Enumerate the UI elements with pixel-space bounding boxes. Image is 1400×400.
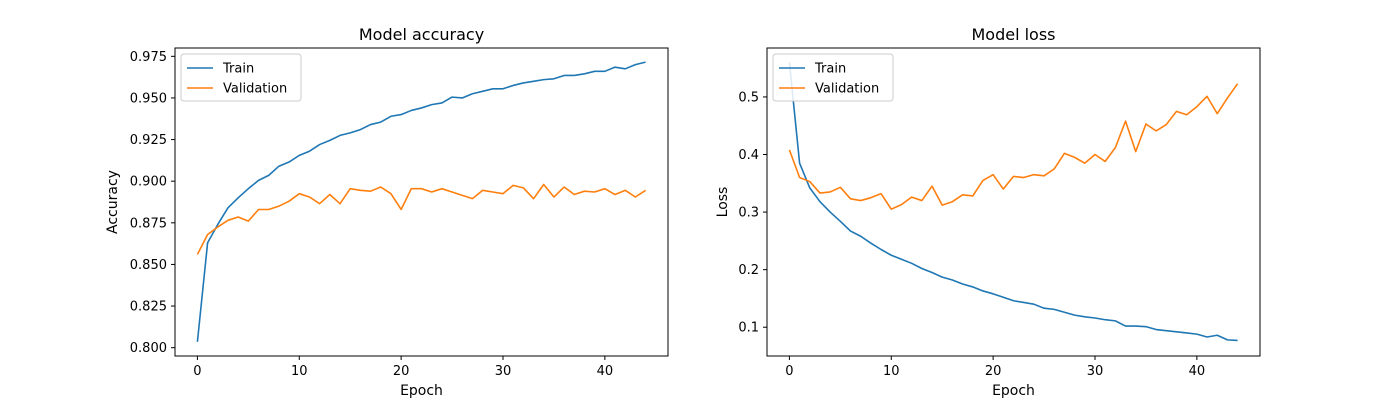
loss-x-tick-label: 0	[785, 364, 793, 379]
accuracy-legend	[180, 53, 302, 102]
accuracy-chart-title: Model accuracy	[359, 25, 484, 44]
accuracy-y-tick-label: 0.900	[130, 175, 167, 190]
loss-x-tick-label: 40	[1189, 364, 1206, 379]
loss-y-tick-label: 0.5	[738, 90, 759, 105]
loss-y-tick-label: 0.4	[738, 148, 759, 163]
accuracy-y-axis-label: Accuracy	[105, 170, 121, 234]
accuracy-x-tick-label: 10	[291, 364, 308, 379]
accuracy-y-tick-label: 0.850	[130, 258, 167, 273]
accuracy-y-tick-label: 0.975	[130, 50, 167, 65]
loss-legend	[772, 53, 894, 102]
accuracy-y-tick-label: 0.950	[130, 91, 167, 106]
accuracy-x-tick-label: 0	[193, 364, 201, 379]
accuracy-legend-label-train: Train	[222, 62, 254, 77]
loss-legend-label-train: Train	[814, 62, 846, 77]
loss-y-tick-label: 0.3	[738, 206, 759, 221]
accuracy-x-tick-label: 40	[597, 364, 614, 379]
accuracy-y-tick-label: 0.925	[130, 133, 167, 148]
accuracy-chart: Model accuracy 0 10 20 30 40 0.800 0.825 0.850 0.…	[105, 25, 669, 399]
loss-x-axis-label: Epoch	[992, 383, 1035, 399]
accuracy-x-tick-label: 30	[495, 364, 512, 379]
accuracy-plot-frame	[174, 47, 669, 357]
loss-x-tick-label: 20	[985, 364, 1002, 379]
loss-chart: Model loss 0 10 20 30 40 0.1 0.2 0.3 0.4 0.5 Epoch L…	[715, 25, 1261, 399]
accuracy-y-tick-label: 0.825	[130, 300, 167, 315]
accuracy-x-tick-label: 20	[393, 364, 410, 379]
accuracy-y-tick-label: 0.875	[130, 216, 167, 231]
loss-legend-label-validation: Validation	[815, 82, 879, 97]
loss-y-axis-label: Loss	[715, 187, 731, 218]
loss-y-tick-label: 0.1	[738, 321, 759, 336]
accuracy-legend-label-validation: Validation	[223, 82, 287, 97]
loss-x-tick-label: 30	[1087, 364, 1104, 379]
accuracy-validation-line	[196, 183, 647, 255]
loss-chart-title: Model loss	[971, 25, 1055, 44]
accuracy-y-tick-label: 0.800	[130, 341, 167, 356]
accuracy-x-axis-label: Epoch	[400, 383, 443, 399]
loss-validation-line	[788, 83, 1239, 210]
accuracy-train-line	[196, 61, 646, 342]
loss-plot-frame	[766, 47, 1261, 357]
loss-y-tick-label: 0.2	[738, 263, 759, 278]
loss-train-line	[788, 62, 1238, 342]
loss-x-tick-label: 10	[883, 364, 900, 379]
